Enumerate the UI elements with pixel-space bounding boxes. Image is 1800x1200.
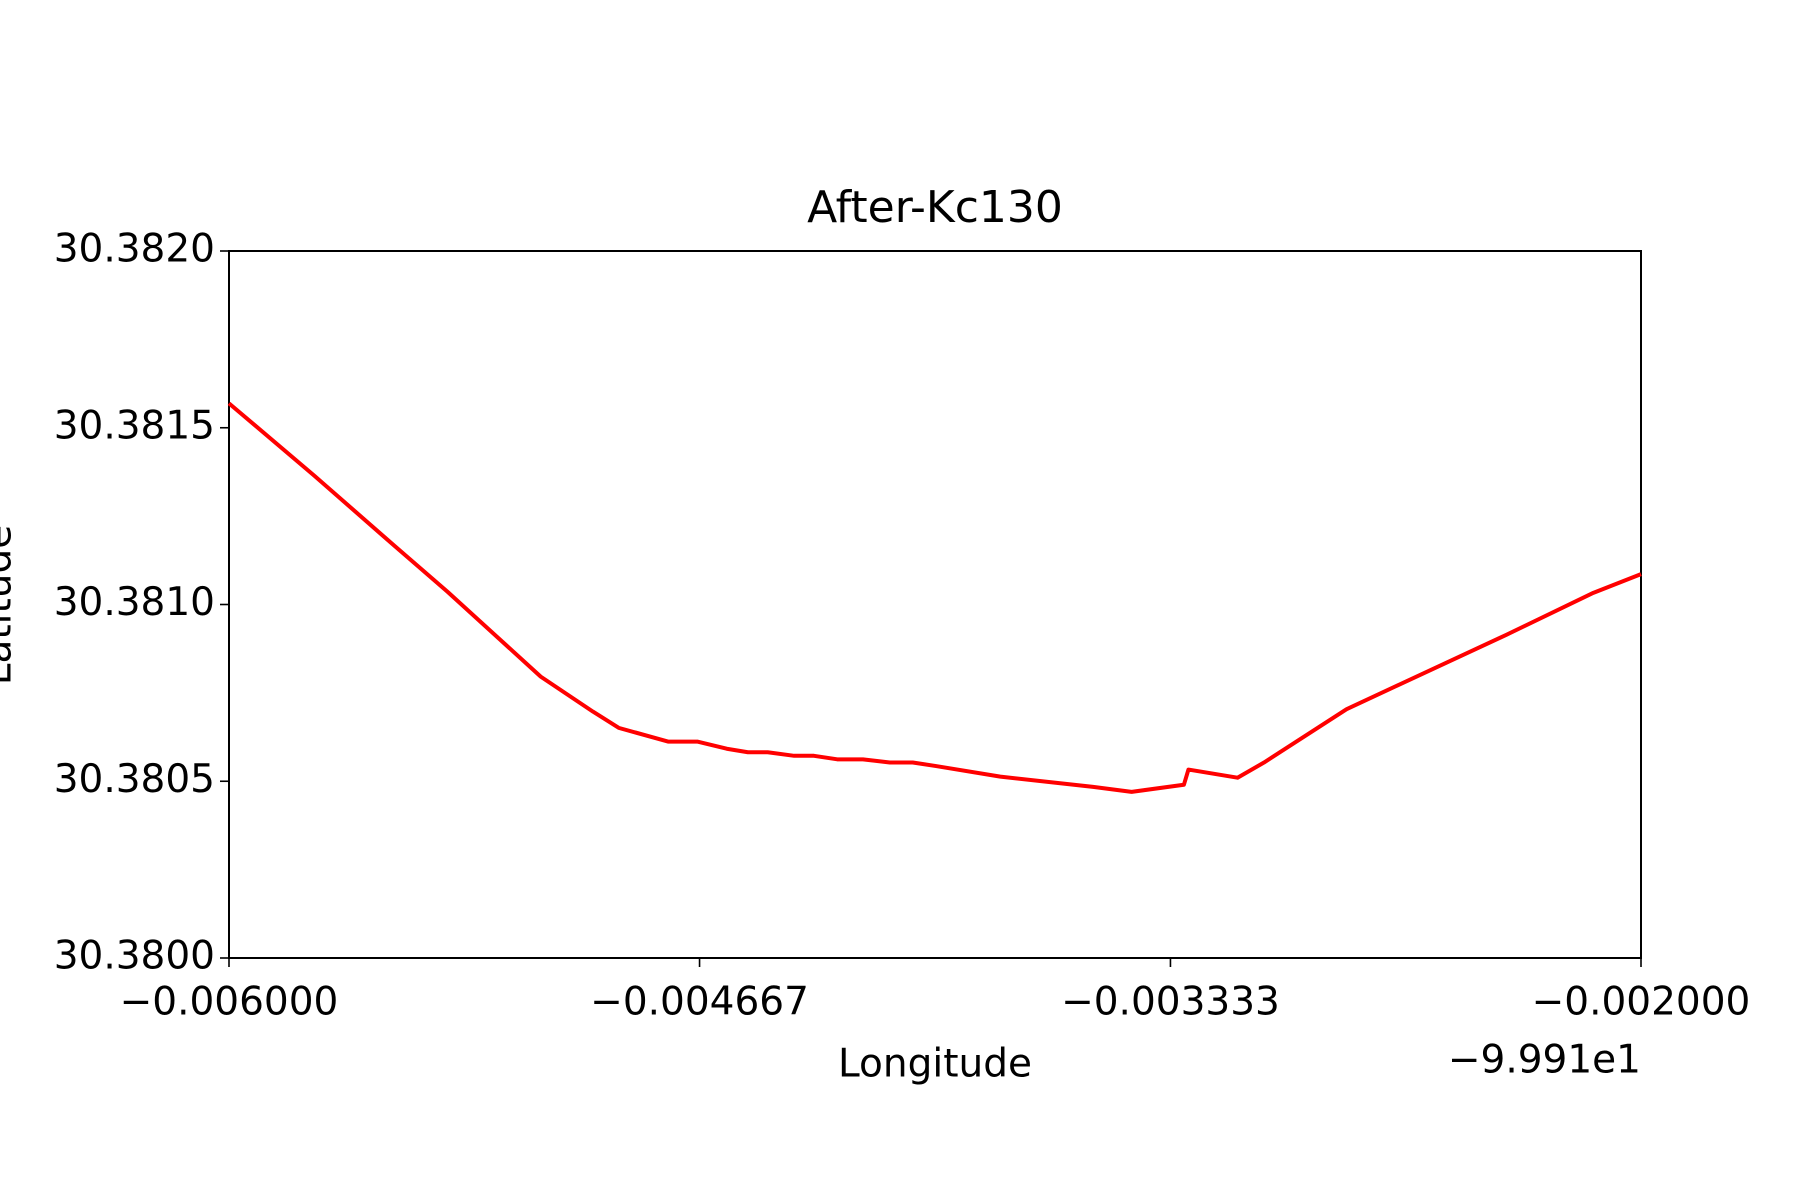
y-tick-label: 30.3810 xyxy=(54,580,215,625)
x-tick-label: −0.006000 xyxy=(120,980,339,1025)
x-axis-label: Longitude xyxy=(838,1042,1032,1087)
plot-frame xyxy=(228,250,1642,959)
x-tick-label: −0.004667 xyxy=(590,980,809,1025)
x-tick-label: −0.003333 xyxy=(1061,980,1280,1025)
chart-title: After-Kc130 xyxy=(807,182,1063,233)
y-axis-label: Latitude xyxy=(0,525,21,686)
x-offset-label: −9.991e1 xyxy=(1448,1038,1641,1083)
data-line xyxy=(227,401,1642,794)
y-tick-label: 30.3800 xyxy=(54,934,215,979)
y-tick-label: 30.3815 xyxy=(54,403,215,448)
y-tick-label: 30.3820 xyxy=(54,227,215,272)
y-tick-label: 30.3805 xyxy=(54,757,215,802)
x-tick-label: −0.002000 xyxy=(1532,980,1751,1025)
